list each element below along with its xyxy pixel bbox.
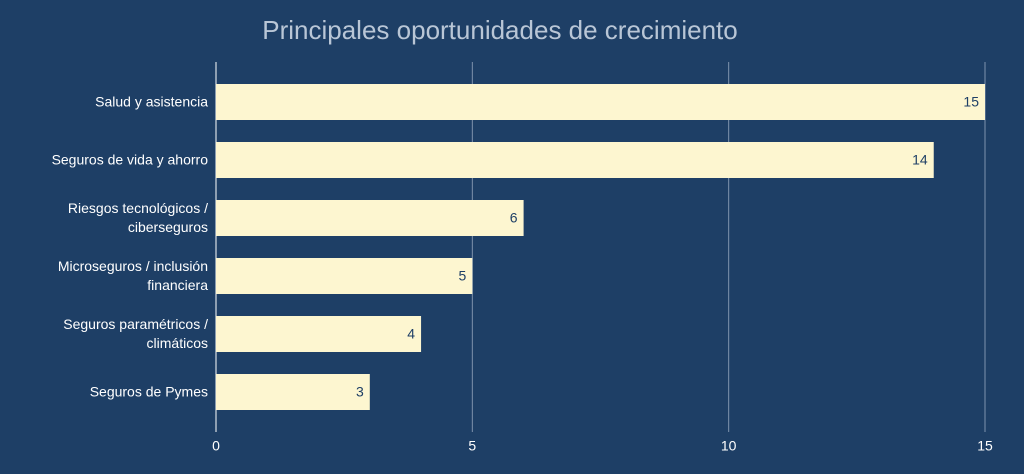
x-tick-label: 10 xyxy=(721,438,737,454)
y-tick-label: Microseguros / inclusión financiera xyxy=(57,258,208,293)
value-label: 6 xyxy=(510,210,518,226)
y-tick-label: Seguros paramétricos / climáticos xyxy=(63,316,208,351)
bar xyxy=(216,84,985,120)
category-labels: Salud y asistencia Seguros de vida y ahor… xyxy=(0,0,208,474)
value-label: 5 xyxy=(459,268,467,284)
bar xyxy=(216,258,473,294)
value-label: 4 xyxy=(407,326,415,342)
value-label: 15 xyxy=(963,94,979,110)
y-tick-label: Seguros de vida y ahorro xyxy=(51,151,208,168)
y-tick-label: Riesgos tecnológicos / ciberseguros xyxy=(67,200,208,235)
chart-title: Principales oportunidades de crecimiento xyxy=(262,15,738,45)
x-tick-label: 0 xyxy=(212,438,220,454)
y-tick-label: Salud y asistencia xyxy=(95,93,208,110)
bar xyxy=(216,200,524,236)
value-label: 3 xyxy=(356,384,364,400)
bar xyxy=(216,142,934,178)
x-tick-label: 15 xyxy=(977,438,993,454)
bar xyxy=(216,374,370,410)
value-label: 14 xyxy=(912,152,928,168)
bar xyxy=(216,316,422,352)
y-tick-label: Seguros de Pymes xyxy=(89,383,208,400)
x-tick-label: 5 xyxy=(468,438,476,454)
